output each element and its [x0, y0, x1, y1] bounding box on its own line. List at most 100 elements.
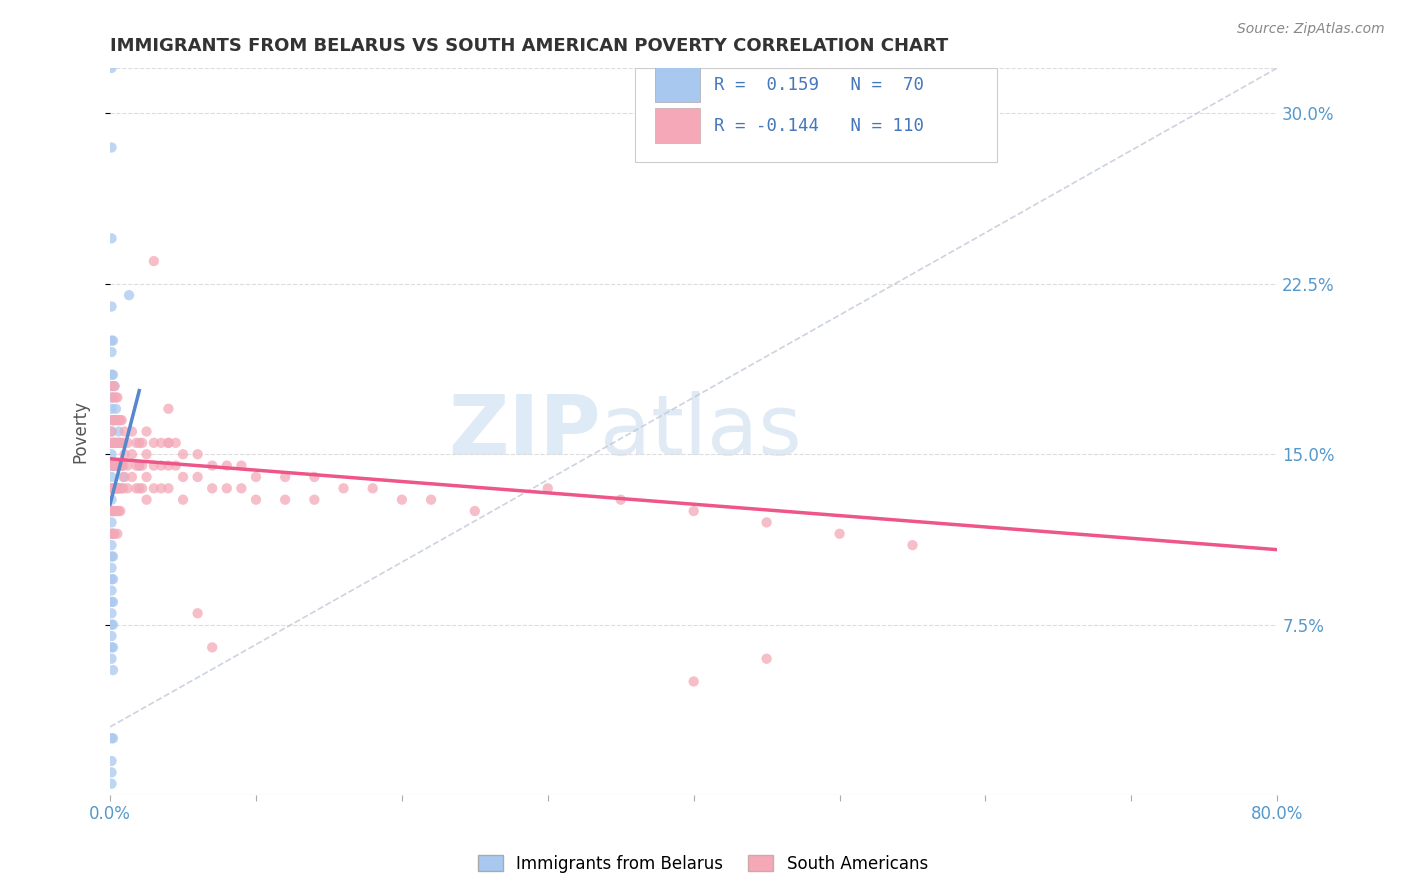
Point — [103, 413, 125, 427]
Point — [118, 288, 141, 302]
Point — [104, 458, 127, 473]
Point — [101, 334, 124, 348]
Point — [100, 231, 122, 245]
Point — [135, 470, 157, 484]
Point — [111, 413, 134, 427]
Point — [121, 470, 143, 484]
Point — [101, 526, 124, 541]
Point — [100, 458, 122, 473]
Point — [537, 481, 560, 495]
Point — [104, 391, 127, 405]
Point — [100, 368, 122, 382]
Text: atlas: atlas — [600, 391, 801, 472]
Point — [142, 458, 165, 473]
FancyBboxPatch shape — [655, 108, 700, 143]
Point — [103, 379, 125, 393]
Point — [111, 435, 134, 450]
Point — [100, 401, 122, 416]
Point — [231, 481, 253, 495]
Point — [100, 458, 122, 473]
Point — [100, 561, 122, 575]
Point — [100, 595, 122, 609]
Point — [105, 435, 128, 450]
Point — [100, 391, 122, 405]
Point — [100, 334, 122, 348]
Point — [111, 481, 134, 495]
Point — [172, 447, 194, 461]
Point — [101, 391, 124, 405]
Point — [142, 435, 165, 450]
Point — [104, 435, 127, 450]
Point — [121, 425, 143, 439]
Point — [128, 481, 150, 495]
Point — [187, 607, 209, 621]
Point — [215, 481, 238, 495]
Point — [104, 401, 127, 416]
Point — [128, 458, 150, 473]
Point — [112, 470, 135, 484]
Point — [110, 458, 132, 473]
Point — [100, 617, 122, 632]
Point — [135, 425, 157, 439]
Point — [464, 504, 486, 518]
Point — [103, 435, 125, 450]
Point — [105, 504, 128, 518]
Point — [215, 458, 238, 473]
Point — [245, 492, 267, 507]
Legend: Immigrants from Belarus, South Americans: Immigrants from Belarus, South Americans — [471, 848, 935, 880]
Point — [201, 458, 224, 473]
Point — [100, 435, 122, 450]
Point — [100, 640, 122, 655]
Point — [100, 300, 122, 314]
Point — [304, 492, 326, 507]
Point — [117, 458, 139, 473]
Point — [117, 435, 139, 450]
Point — [391, 492, 413, 507]
FancyBboxPatch shape — [655, 67, 700, 103]
Point — [105, 481, 128, 495]
Text: Source: ZipAtlas.com: Source: ZipAtlas.com — [1237, 22, 1385, 37]
Point — [361, 481, 384, 495]
Point — [125, 458, 148, 473]
Point — [103, 435, 125, 450]
Text: ZIP: ZIP — [447, 391, 600, 472]
Point — [420, 492, 443, 507]
Point — [110, 481, 132, 495]
Point — [100, 549, 122, 564]
Point — [157, 435, 180, 450]
Point — [682, 674, 704, 689]
Point — [100, 470, 122, 484]
Point — [105, 458, 128, 473]
Point — [101, 640, 124, 655]
Point — [103, 504, 125, 518]
Point — [105, 435, 128, 450]
Point — [104, 435, 127, 450]
Point — [125, 481, 148, 495]
Point — [104, 413, 127, 427]
Point — [101, 458, 124, 473]
Point — [304, 470, 326, 484]
Point — [101, 595, 124, 609]
Point — [135, 492, 157, 507]
Point — [121, 447, 143, 461]
Point — [100, 481, 122, 495]
Text: R =  0.159   N =  70: R = 0.159 N = 70 — [713, 76, 924, 94]
Point — [131, 481, 153, 495]
Point — [165, 458, 187, 473]
Point — [100, 413, 122, 427]
Point — [100, 629, 122, 643]
Point — [100, 754, 122, 768]
Point — [172, 492, 194, 507]
Point — [108, 458, 131, 473]
Point — [108, 413, 131, 427]
Point — [101, 391, 124, 405]
Point — [105, 458, 128, 473]
Point — [112, 481, 135, 495]
Point — [101, 481, 124, 495]
Point — [108, 425, 131, 439]
Point — [101, 572, 124, 586]
Point — [142, 481, 165, 495]
Point — [157, 481, 180, 495]
Point — [100, 345, 122, 359]
Point — [135, 447, 157, 461]
